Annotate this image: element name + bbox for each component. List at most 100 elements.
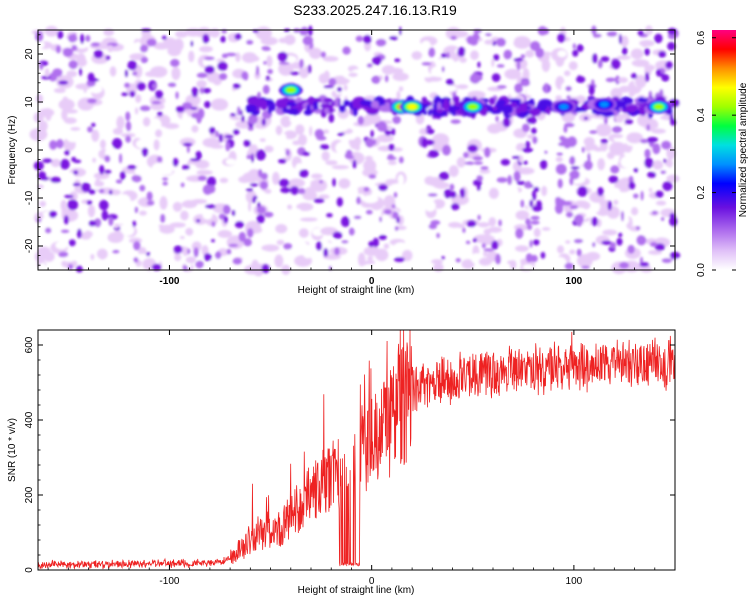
spectrogram-speckle bbox=[500, 248, 508, 262]
spectrogram-blob bbox=[495, 115, 499, 122]
spectrogram-speckle bbox=[308, 145, 323, 155]
spectrogram-blob bbox=[302, 35, 314, 46]
spectrogram-speckle bbox=[150, 118, 162, 133]
spectrogram-blob bbox=[332, 231, 343, 239]
spectrogram-blob bbox=[398, 156, 404, 164]
spectrogram-blob bbox=[651, 210, 658, 215]
spectrogram-blob bbox=[118, 153, 123, 164]
spectrogram-speckle bbox=[261, 193, 272, 205]
spectrogram-blob bbox=[50, 176, 62, 184]
spectrogram-blob bbox=[208, 126, 216, 134]
spectrogram-speckle bbox=[634, 74, 647, 89]
spectrogram-band-blob bbox=[501, 104, 514, 115]
spectrogram-speckle bbox=[171, 66, 181, 81]
spectrogram-speckle bbox=[595, 261, 604, 272]
colorbar-tick-label: 0.0 bbox=[696, 263, 707, 277]
spectrogram-blob bbox=[92, 157, 96, 163]
spectrogram-speckle bbox=[609, 187, 621, 195]
spectrogram-blob bbox=[85, 35, 91, 42]
spectrogram-blob bbox=[655, 190, 664, 198]
spectrogram-speckle bbox=[46, 203, 55, 212]
spectrogram-blob bbox=[477, 214, 481, 221]
spectrogram-blob bbox=[319, 179, 324, 184]
spectrogram-band-blob bbox=[601, 110, 615, 118]
spectrogram-blob bbox=[55, 45, 61, 54]
spectrogram-speckle bbox=[488, 187, 499, 199]
spectrogram-blob bbox=[495, 253, 502, 265]
spectrogram-blob bbox=[278, 158, 287, 164]
spectrogram-speckle bbox=[77, 58, 88, 67]
snr-series-line bbox=[37, 329, 676, 570]
spectrogram-speckle bbox=[183, 39, 196, 48]
spectrogram-blob bbox=[246, 154, 252, 160]
spectrogram-blob bbox=[544, 150, 548, 155]
spectrogram-hotspot bbox=[468, 103, 478, 110]
spectrogram-blob bbox=[58, 251, 69, 258]
spectrogram-blob bbox=[524, 181, 532, 189]
spectrogram-speckle bbox=[451, 194, 469, 206]
spectrogram-blob bbox=[398, 26, 402, 36]
spectrogram-blob bbox=[337, 132, 345, 137]
spectrogram-speckle bbox=[87, 238, 95, 250]
spectrogram-blob bbox=[555, 95, 562, 101]
spectrogram-blob bbox=[357, 115, 364, 126]
spectrogram-blob bbox=[302, 151, 311, 156]
spectrogram-blob bbox=[450, 203, 460, 211]
spectrogram-speckle bbox=[300, 217, 318, 222]
spectrogram-blob bbox=[488, 217, 497, 227]
spectrogram-speckle bbox=[568, 61, 578, 71]
spectrogram-blob bbox=[172, 157, 179, 167]
spectrogram-blob bbox=[326, 213, 333, 218]
spectrogram-blob bbox=[197, 175, 207, 181]
spectrogram-speckle bbox=[195, 170, 213, 176]
spectrogram-blob bbox=[156, 156, 163, 163]
spectrogram-blob bbox=[583, 116, 589, 121]
spectrogram-blob bbox=[384, 130, 392, 136]
spectrogram-blob bbox=[441, 66, 445, 73]
spectrogram-blob bbox=[196, 218, 201, 223]
spectrogram-speckle bbox=[430, 160, 447, 171]
spectrogram-blob bbox=[612, 125, 623, 133]
spectrogram-blob bbox=[556, 152, 564, 156]
spectrogram-band-blob bbox=[422, 108, 428, 116]
spectrogram-blob bbox=[565, 85, 572, 92]
spectrogram-blob bbox=[336, 197, 343, 207]
spectrogram-blob bbox=[88, 220, 97, 227]
spectrogram-blob bbox=[107, 45, 114, 53]
spectrogram-speckle bbox=[548, 66, 566, 73]
spectrogram-blob bbox=[496, 64, 505, 68]
spectrogram-blob bbox=[112, 127, 124, 135]
spectrogram-speckle bbox=[201, 245, 209, 256]
spectrogram-band-blob bbox=[280, 99, 288, 108]
spectrogram-blob bbox=[601, 240, 612, 245]
spectrogram-speckle bbox=[607, 152, 615, 160]
spectrogram-blob bbox=[566, 95, 571, 100]
spectrogram-band-blob bbox=[421, 96, 428, 105]
spectrogram-blob bbox=[394, 257, 405, 263]
spectrogram-speckle bbox=[305, 78, 313, 86]
spectrogram-blob bbox=[98, 188, 105, 194]
spectrogram-speckle bbox=[669, 198, 676, 208]
spectrogram-speckle bbox=[365, 263, 374, 272]
figure-title: S233.2025.247.16.13.R19 bbox=[293, 2, 457, 18]
spectrogram-speckle bbox=[232, 195, 248, 208]
spectrogram-speckle bbox=[444, 202, 451, 213]
spectrogram-speckle bbox=[272, 171, 280, 185]
spectrogram-blob bbox=[667, 41, 676, 51]
spectrogram-speckle bbox=[522, 67, 530, 82]
spectrogram-speckle bbox=[237, 81, 247, 93]
spectrogram-blob bbox=[495, 37, 507, 47]
spectrogram-speckle bbox=[87, 204, 96, 218]
spectrogram-blob bbox=[535, 200, 542, 210]
spectrogram-blob bbox=[379, 216, 383, 223]
spectrogram-blob bbox=[80, 33, 85, 45]
spectrogram-speckle bbox=[313, 86, 329, 98]
spectrogram-blob bbox=[234, 220, 245, 229]
spectrogram-blob bbox=[108, 216, 114, 226]
spectrogram-blob bbox=[392, 116, 401, 124]
spectrogram-blob bbox=[520, 79, 531, 87]
spectrogram-speckle bbox=[375, 248, 389, 262]
spectrogram-blob bbox=[146, 191, 153, 201]
spectrogram-blob bbox=[591, 216, 598, 227]
spectrogram-blob bbox=[450, 35, 457, 40]
